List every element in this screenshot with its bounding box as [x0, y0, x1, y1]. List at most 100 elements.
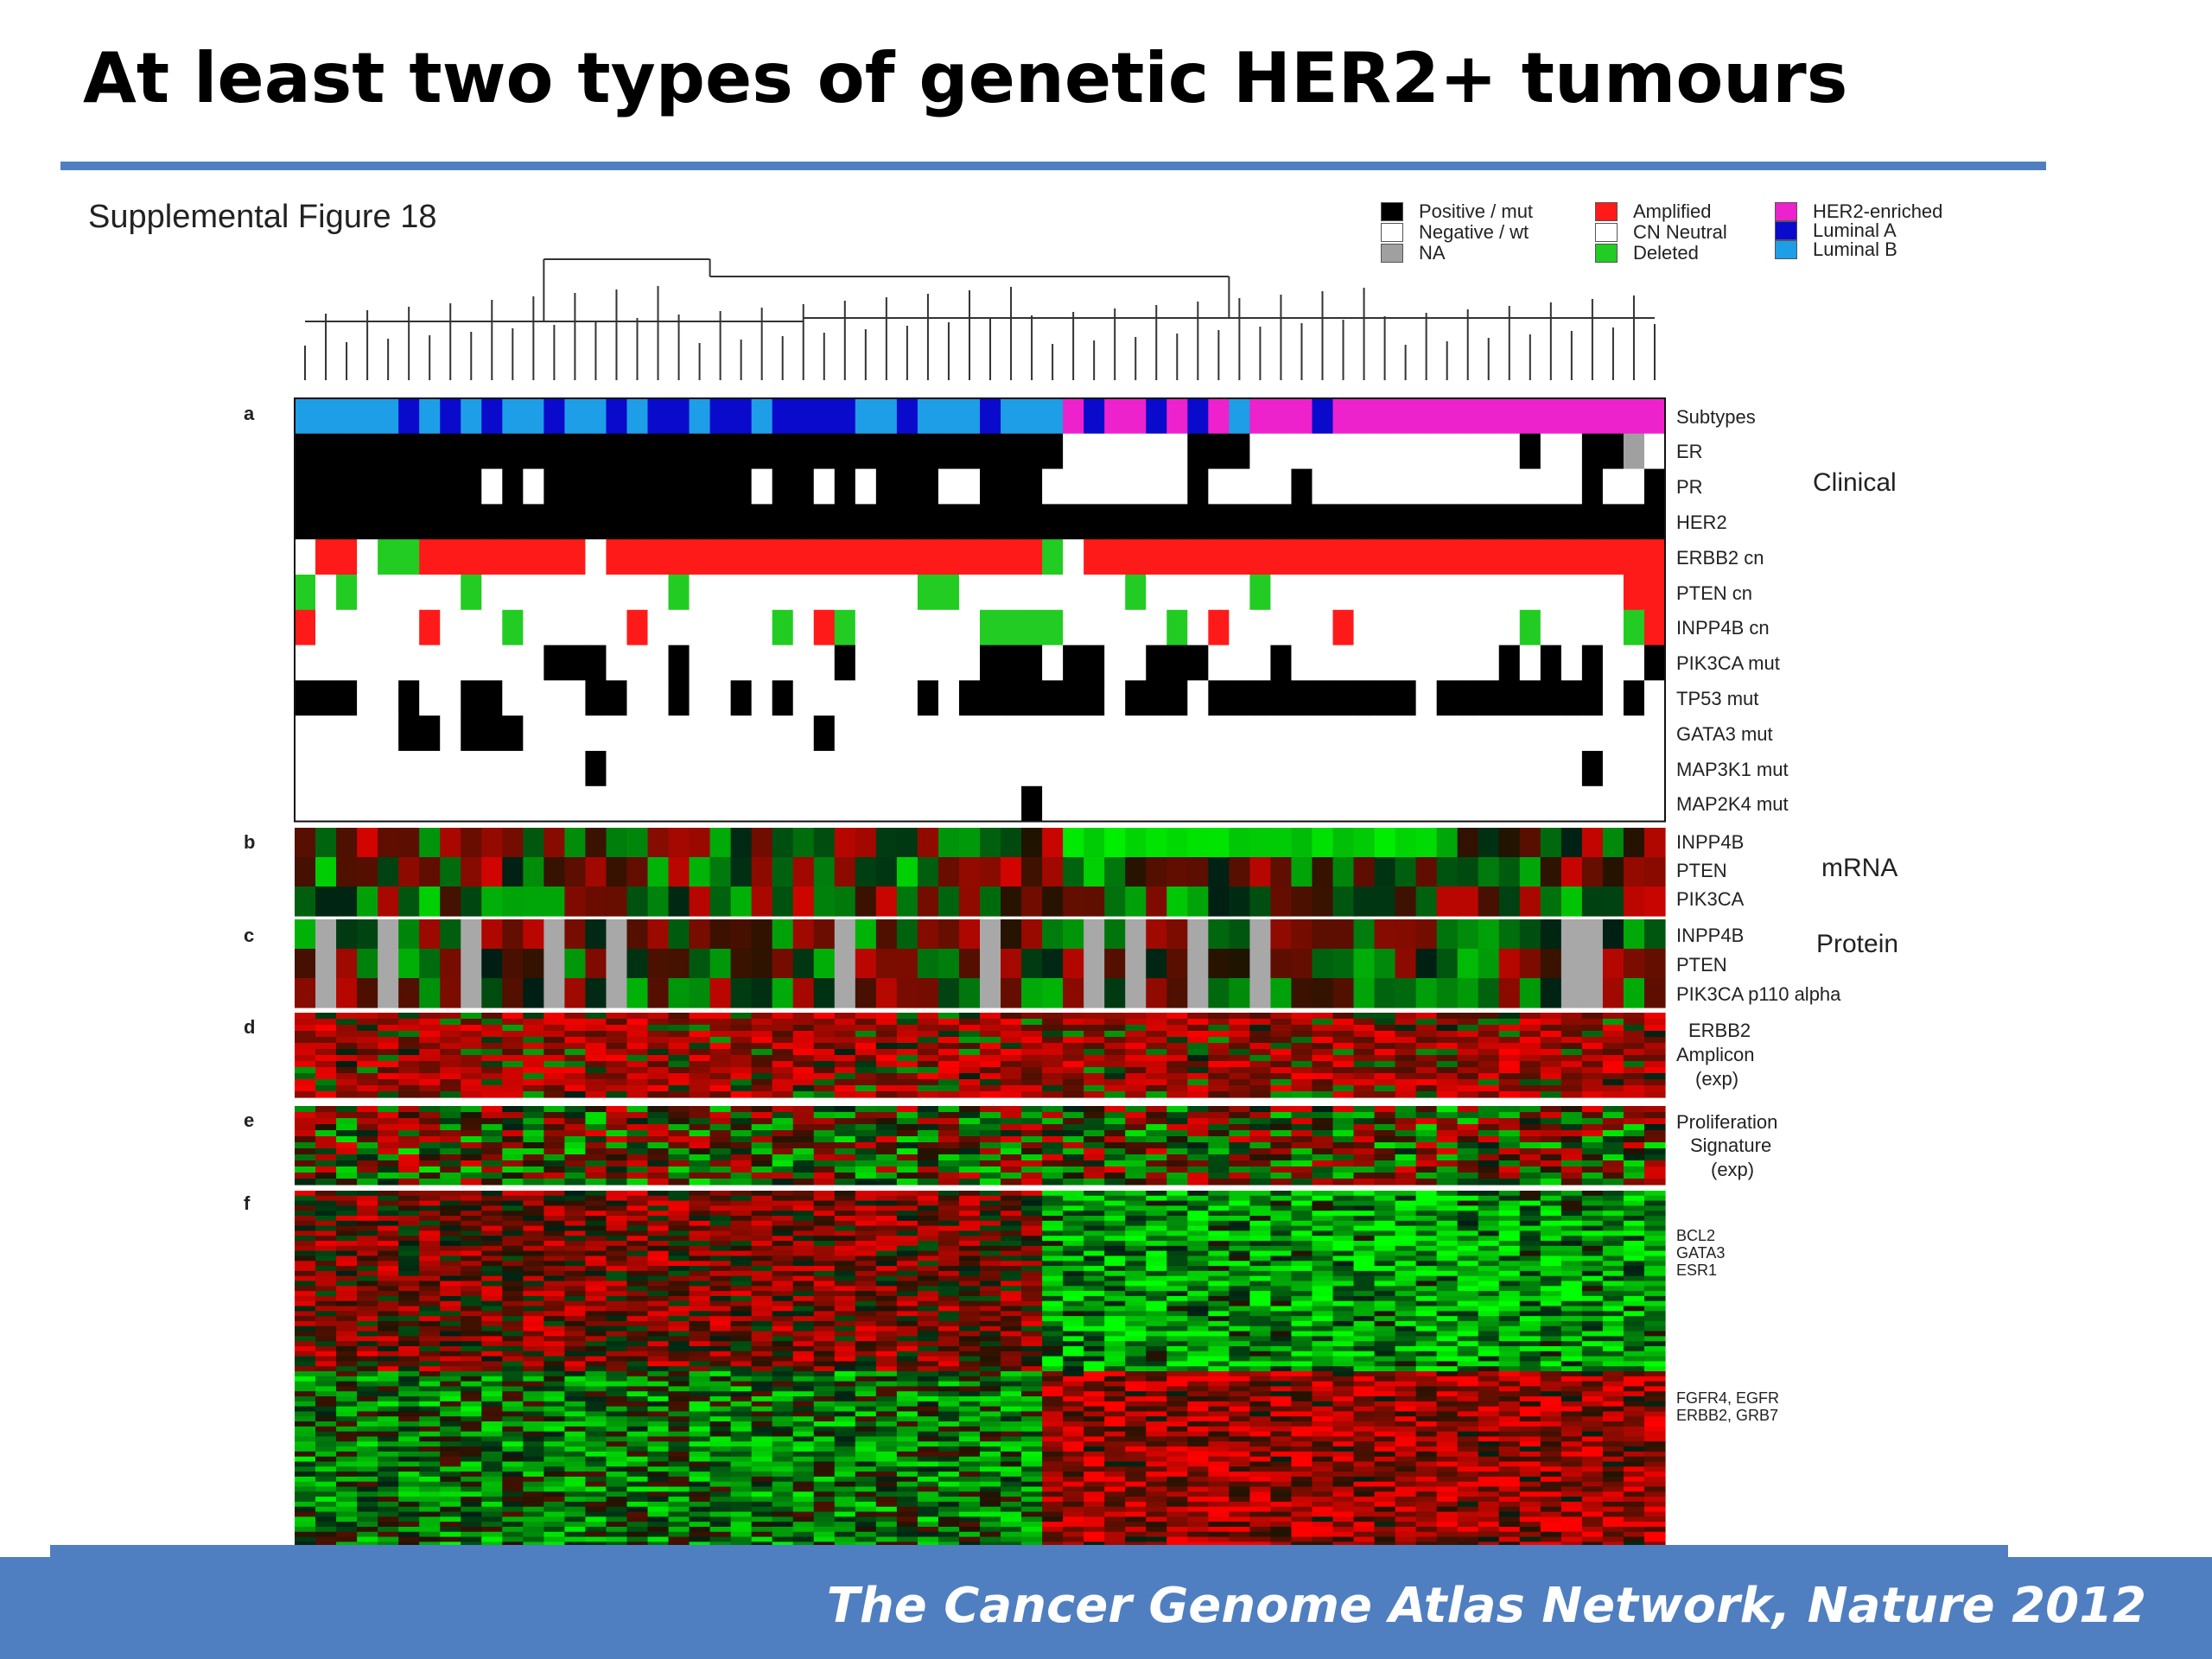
gene-expression-cell — [1312, 1266, 1334, 1272]
gene-expression-cell — [709, 1291, 732, 1297]
gene-expression-cell — [1498, 1191, 1521, 1197]
amplicon-cell — [834, 1061, 856, 1068]
protein-cell — [564, 978, 587, 1008]
gene-expression-cell — [772, 1220, 794, 1227]
gene-expression-cell — [1125, 1236, 1147, 1242]
legend-swatch — [1381, 223, 1403, 242]
gene-expression-cell — [440, 1270, 461, 1277]
gene-expression-cell — [1602, 1291, 1624, 1297]
cell-her2 — [1560, 504, 1583, 540]
gene-expression-cell — [461, 1295, 482, 1302]
gene-expression-cell — [1229, 1216, 1250, 1222]
proliferation-cell — [792, 1173, 815, 1179]
proliferation-cell — [1104, 1136, 1126, 1143]
gene-expression-cell — [668, 1281, 690, 1287]
amplicon-cell — [502, 1025, 524, 1032]
gene-expression-cell — [1312, 1275, 1334, 1282]
proliferation-cell — [1084, 1112, 1105, 1119]
cell-inpp4b-cn — [855, 609, 877, 646]
amplicon-cell — [1581, 1085, 1604, 1092]
title-divider — [60, 162, 2046, 170]
cell-pik3ca-mut — [1249, 645, 1272, 681]
gene-expression-cell — [668, 1225, 690, 1232]
amplicon-cell — [1166, 1043, 1188, 1050]
amplicon-cell — [1498, 1025, 1521, 1032]
gene-expression-cell — [855, 1311, 877, 1317]
gene-expression-cell — [1291, 1255, 1313, 1262]
gene-expression-cell — [1187, 1275, 1209, 1282]
proliferation-cell — [1623, 1124, 1645, 1131]
cell-gata3-mut — [1540, 715, 1562, 752]
gene-expression-cell — [398, 1236, 420, 1242]
proliferation-cell — [1498, 1106, 1521, 1113]
proliferation-cell — [938, 1136, 960, 1143]
gene-expression-cell — [1643, 1320, 1666, 1327]
gene-expression-cell — [938, 1245, 960, 1252]
protein-cell — [730, 949, 753, 979]
gene-expression-cell — [1478, 1306, 1500, 1312]
gene-expression-cell — [440, 1275, 461, 1282]
gene-expression-cell — [336, 1220, 358, 1227]
gene-expression-cell — [1560, 1230, 1583, 1236]
protein-cell — [1021, 978, 1043, 1008]
proliferation-cell — [1001, 1106, 1022, 1113]
amplicon-cell — [1270, 1019, 1293, 1026]
amplicon-cell — [834, 1067, 856, 1074]
gene-expression-cell — [440, 1200, 461, 1207]
cell-tp53-mut — [1478, 680, 1500, 716]
proliferation-cell — [564, 1154, 587, 1161]
gene-expression-cell — [1249, 1241, 1272, 1247]
proliferation-cell — [813, 1148, 836, 1155]
cell-pten-cn — [980, 575, 1001, 611]
gene-expression-cell — [1498, 1261, 1521, 1267]
gene-expression-cell — [1540, 1261, 1562, 1267]
cell-erbb2-cn — [875, 539, 898, 575]
gene-expression-cell — [419, 1211, 441, 1217]
cell-gata3-mut — [875, 715, 898, 752]
amplicon-cell — [1125, 1025, 1147, 1032]
gene-expression-cell — [1042, 1295, 1064, 1302]
cell-map2k4-mut — [1229, 785, 1250, 823]
proliferation-cell — [1146, 1160, 1167, 1167]
amplicon-cell — [1001, 1091, 1022, 1098]
gene-expression-cell — [1229, 1230, 1250, 1236]
proliferation-cell — [1146, 1142, 1167, 1149]
gene-expression-cell — [1332, 1281, 1355, 1287]
gene-expression-cell — [585, 1230, 607, 1236]
gene-expression-cell — [1208, 1281, 1230, 1287]
amplicon-cell — [896, 1067, 918, 1074]
proliferation-cell — [1063, 1179, 1084, 1185]
proliferation-cell — [1436, 1136, 1459, 1143]
proliferation-cell — [1104, 1179, 1126, 1185]
gene-expression-cell — [1353, 1261, 1376, 1267]
proliferation-cell — [1312, 1160, 1334, 1167]
protein-cell — [792, 919, 815, 950]
gene-expression-cell — [1146, 1225, 1167, 1232]
proliferation-cell — [295, 1130, 316, 1137]
gene-expression-cell — [875, 1270, 898, 1277]
gene-expression-cell — [357, 1295, 378, 1302]
cell-pr — [1291, 468, 1313, 505]
gene-expression-cell — [1063, 1261, 1084, 1267]
gene-expression-cell — [958, 1291, 981, 1297]
proliferation-cell — [772, 1112, 794, 1119]
proliferation-cell — [1229, 1142, 1250, 1149]
proliferation-cell — [730, 1106, 753, 1113]
gene-expression-cell — [440, 1205, 461, 1211]
amplicon-cell — [1581, 1043, 1604, 1050]
gene-expression-cell — [1602, 1266, 1624, 1272]
gene-expression-cell — [1001, 1211, 1022, 1217]
gene-expression-cell — [502, 1216, 524, 1222]
gene-expression-cell — [1146, 1261, 1167, 1267]
amplicon-cell — [1560, 1079, 1583, 1086]
cell-er — [336, 433, 358, 470]
gene-expression-cell — [1063, 1250, 1084, 1257]
cell-inpp4b-cn — [1063, 609, 1084, 646]
gene-expression-cell — [1001, 1316, 1022, 1322]
cell-her2 — [523, 504, 544, 540]
proliferation-cell — [1623, 1148, 1645, 1155]
gene-expression-cell — [1270, 1270, 1293, 1277]
gene-expression-cell — [1415, 1300, 1438, 1307]
protein-cell — [606, 978, 628, 1008]
gene-expression-cell — [813, 1216, 836, 1222]
